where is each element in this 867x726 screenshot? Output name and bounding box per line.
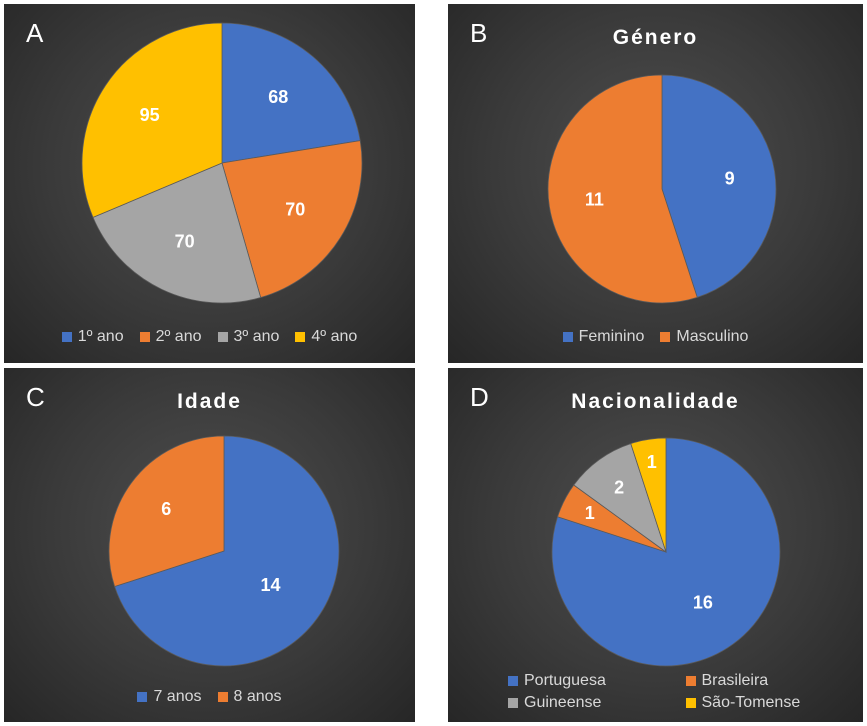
legend-c: 7 anos 8 anos — [4, 688, 415, 706]
data-label-1-ano: 68 — [268, 87, 288, 107]
chart-panel-b: B Género 9 11 Feminino Masculino — [448, 4, 863, 363]
legend-swatch — [61, 332, 72, 342]
pie-slice-guineense — [573, 443, 667, 554]
pie-chart-a: 68 70 70 95 — [81, 22, 363, 304]
pie-slice-portuguesa — [551, 437, 781, 667]
panel-letter-a: A — [26, 18, 44, 48]
legend-b: Feminino Masculino — [448, 328, 863, 346]
legend-swatch — [137, 692, 148, 702]
legend-swatch — [562, 332, 573, 342]
pie-chart-b: 9 11 — [547, 74, 777, 304]
panel-letter-d: D — [470, 382, 489, 412]
chart-title-c: Idade — [177, 390, 242, 413]
legend-swatch — [508, 698, 518, 708]
legend-swatch — [139, 332, 150, 342]
chart-panel-d: D Nacionalidade 16 1 2 1 Portuguesa Brasilei… — [448, 368, 863, 722]
pie-slice-sao-tomense — [630, 437, 667, 553]
legend-label: Brasileira — [701, 672, 769, 689]
pie-slice-2-ano — [221, 140, 363, 299]
legend-label: São-Tomense — [701, 694, 801, 711]
legend-entry-feminino: Feminino — [562, 328, 645, 346]
legend-d: Portuguesa Brasileira Guineense São-Tomense — [448, 672, 863, 712]
data-label-masculino: 11 — [585, 190, 604, 210]
pie-slice-masculino — [547, 74, 698, 304]
legend-entry-3-ano: 3º ano — [217, 328, 280, 346]
panel-letter-c: C — [26, 382, 45, 412]
chart-panel-a: A 68 70 70 95 1º ano 2º ano 3º ano 4º ano — [4, 4, 415, 363]
panel-letter-b: B — [470, 18, 488, 48]
legend-label: 8 anos — [233, 688, 282, 705]
legend-label: Feminino — [578, 328, 645, 345]
legend-label: Portuguesa — [524, 672, 606, 689]
legend-entry-brasileira: Brasileira — [685, 672, 864, 690]
pie-slice-feminino — [661, 74, 777, 298]
data-label-4-ano: 95 — [140, 105, 160, 125]
chart-panel-c: C Idade 14 6 7 anos 8 anos — [4, 368, 415, 722]
legend-swatch — [685, 676, 696, 686]
chart-title-b: Género — [612, 26, 699, 49]
data-label-feminino: 9 — [725, 168, 735, 188]
pie-slice-4-ano — [81, 22, 223, 218]
legend-entry-4-ano: 4º ano — [295, 328, 357, 346]
pie-slice-8-anos — [108, 435, 225, 588]
legend-label: 2º ano — [155, 328, 202, 345]
data-label-7-anos: 14 — [260, 575, 280, 595]
legend-swatch — [508, 676, 518, 686]
data-label-3-ano: 70 — [175, 231, 195, 251]
legend-swatch — [660, 332, 671, 342]
legend-entry-guineense: Guineense — [508, 694, 686, 712]
legend-swatch — [217, 692, 228, 702]
legend-entry-portuguesa: Portuguesa — [508, 672, 686, 690]
legend-a: 1º ano 2º ano 3º ano 4º ano — [4, 328, 415, 346]
legend-entry-sao-tomense: São-Tomense — [685, 694, 864, 712]
pie-slice-7-anos — [114, 435, 340, 667]
pie-slice-3-ano — [92, 162, 262, 304]
data-label-8-anos: 6 — [161, 499, 171, 519]
legend-label: Masculino — [676, 328, 749, 345]
legend-label: 4º ano — [311, 328, 358, 345]
legend-entry-masculino: Masculino — [660, 328, 748, 346]
data-label-portuguesa: 16 — [693, 593, 713, 613]
pie-chart-c: 14 6 — [108, 435, 340, 667]
legend-label: 1º ano — [77, 328, 124, 345]
legend-swatch — [295, 332, 306, 342]
legend-entry-2-ano: 2º ano — [139, 328, 202, 346]
data-label-sao-tomense: 1 — [647, 452, 657, 472]
legend-swatch — [685, 698, 696, 708]
pie-slice-1-ano — [221, 22, 361, 164]
legend-entry-8-anos: 8 anos — [217, 688, 282, 706]
data-label-guineense: 2 — [614, 477, 624, 497]
data-label-brasileira: 1 — [585, 503, 595, 523]
legend-label: 3º ano — [233, 328, 280, 345]
legend-label: Guineense — [524, 694, 602, 711]
legend-swatch — [217, 332, 228, 342]
legend-label: 7 anos — [153, 688, 202, 705]
legend-entry-7-anos: 7 anos — [137, 688, 202, 706]
chart-title-d: Nacionalidade — [571, 390, 740, 413]
data-label-2-ano: 70 — [285, 200, 305, 220]
legend-entry-1-ano: 1º ano — [61, 328, 124, 346]
